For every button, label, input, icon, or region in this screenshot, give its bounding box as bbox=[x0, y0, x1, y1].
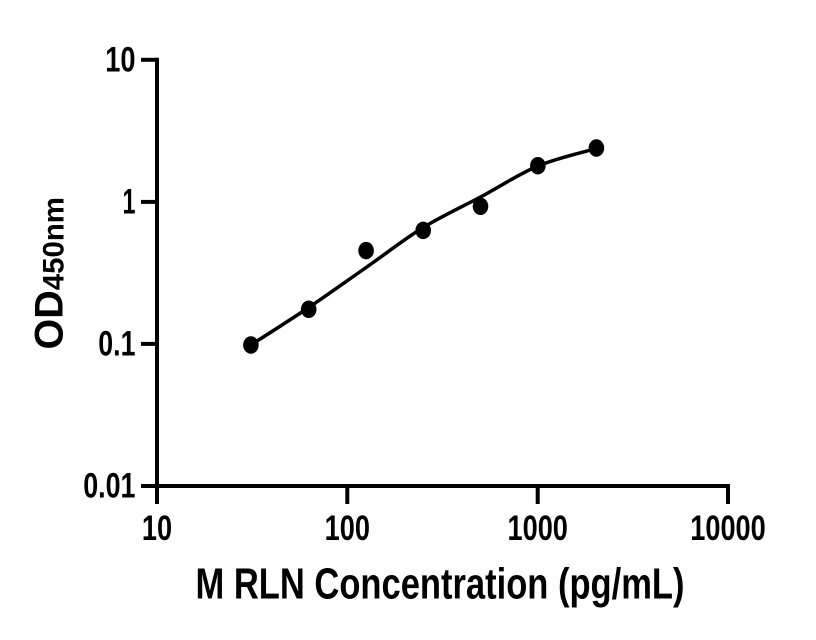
svg-text:10: 10 bbox=[105, 40, 135, 80]
svg-text:0.01: 0.01 bbox=[83, 466, 135, 506]
svg-text:OD: OD bbox=[28, 290, 72, 349]
svg-text:450nm: 450nm bbox=[38, 197, 71, 290]
svg-text:100: 100 bbox=[325, 508, 370, 548]
svg-text:10000: 10000 bbox=[690, 508, 766, 548]
svg-text:1000: 1000 bbox=[508, 508, 568, 548]
svg-text:1: 1 bbox=[123, 182, 136, 222]
svg-text:M RLN Concentration (pg/mL): M RLN Concentration (pg/mL) bbox=[196, 560, 685, 609]
svg-text:10: 10 bbox=[142, 508, 172, 548]
svg-text:0.1: 0.1 bbox=[98, 324, 135, 364]
